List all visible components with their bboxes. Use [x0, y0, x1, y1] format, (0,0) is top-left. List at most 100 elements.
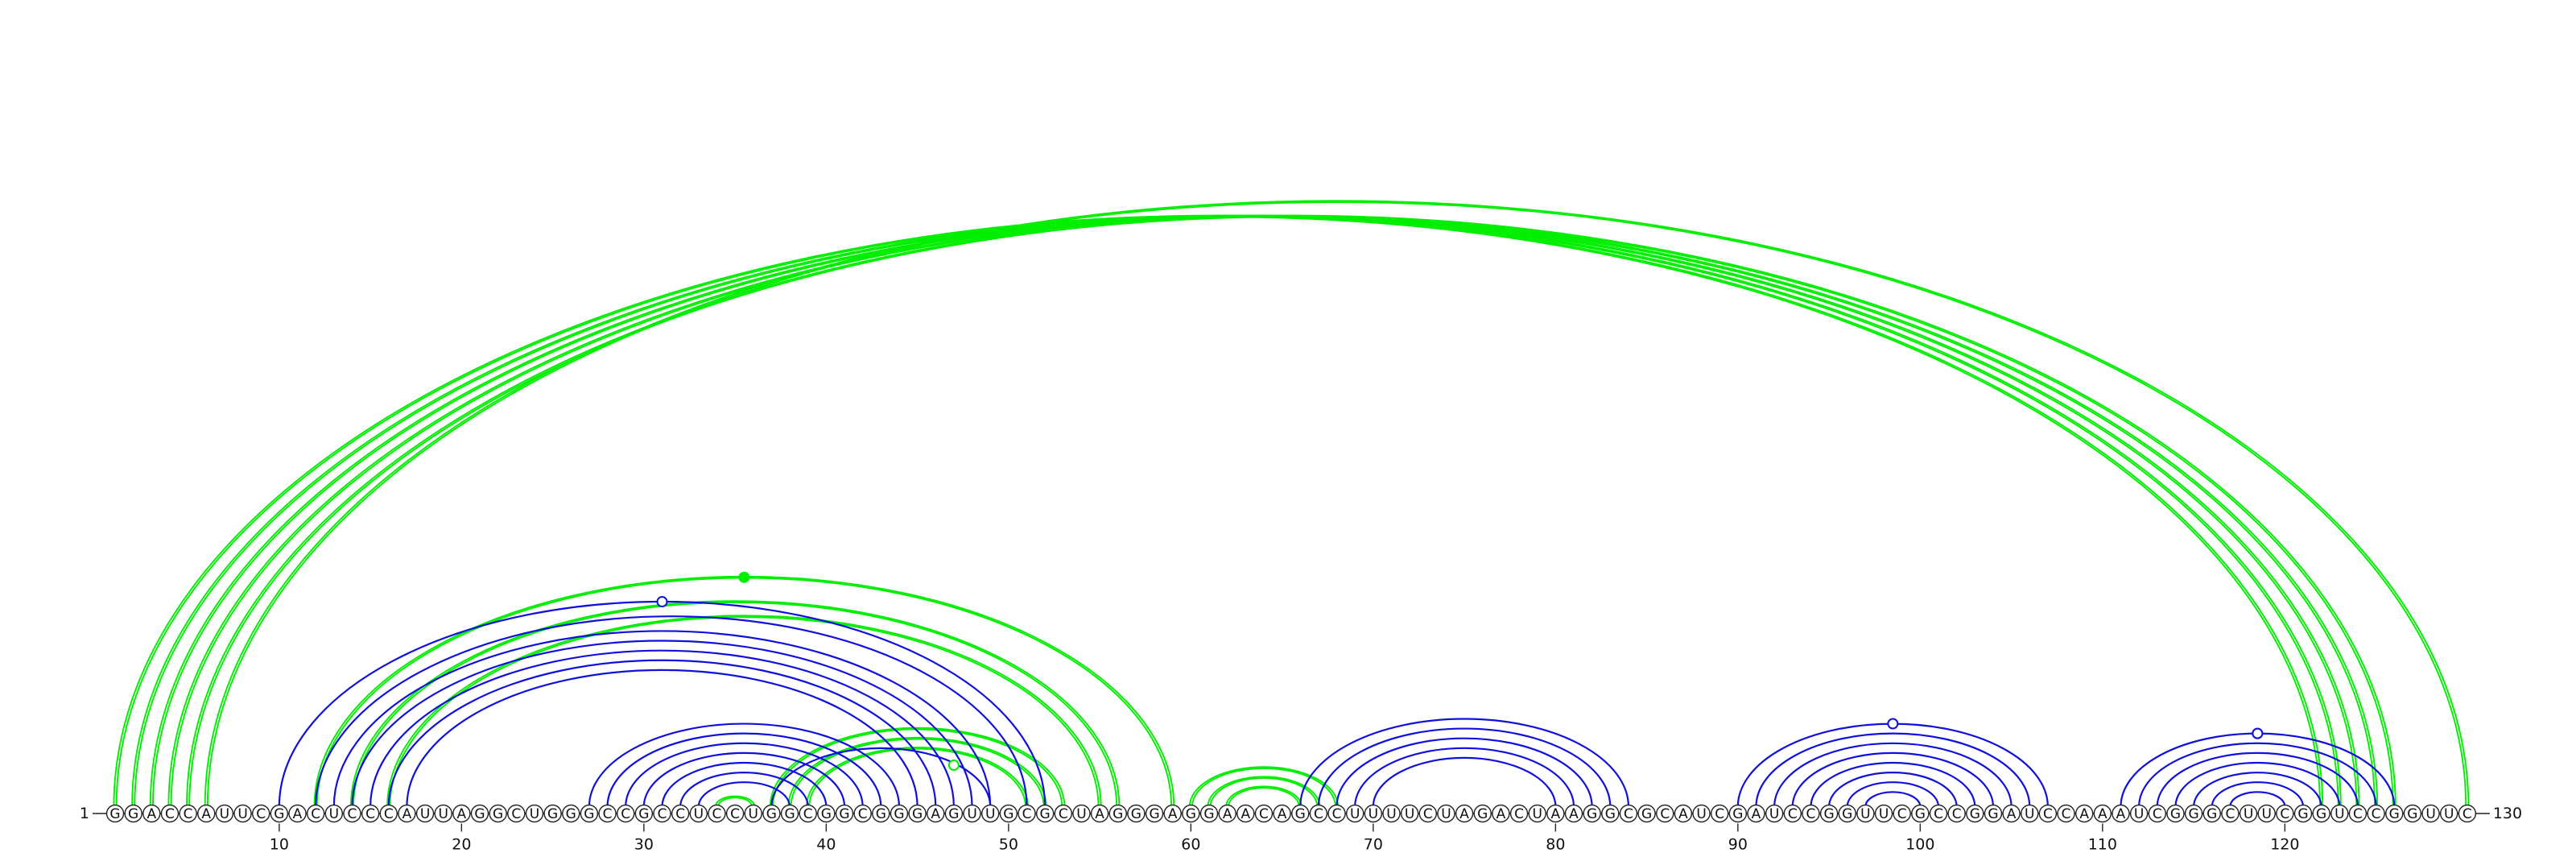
- tick-label-50: 50: [999, 836, 1018, 854]
- tick-label-110: 110: [2088, 836, 2117, 854]
- nucleotide-letter-120: C: [2280, 806, 2289, 822]
- nucleotide-circle-6: [197, 804, 216, 823]
- nucleotide-circle-3: [142, 804, 161, 823]
- nucleotide-circle-121: [2293, 804, 2313, 823]
- nucleotide-circle-5: [179, 804, 197, 823]
- nucleotide-letter-80: A: [1551, 806, 1561, 822]
- nucleotide-letter-81: A: [1569, 806, 1579, 822]
- nucleotide-circle-109: [2074, 804, 2094, 823]
- nucleotide-letter-6: A: [201, 806, 211, 822]
- nucleotide-circle-24: [525, 804, 544, 823]
- nucleotide-circle-33: [689, 804, 708, 823]
- nucleotide-circle-91: [1747, 804, 1765, 823]
- green-arc-5-126: [187, 216, 2396, 807]
- nucleotide-circle-123: [2330, 804, 2349, 823]
- nucleotide-letter-52: G: [1040, 806, 1051, 822]
- nucleotide-circle-9: [252, 804, 270, 823]
- nucleotide-letter-79: U: [1532, 806, 1542, 822]
- nucleotide-circle-65: [1273, 804, 1291, 823]
- nucleotide-circle-107: [2038, 804, 2058, 823]
- blue-arc-16-46: [387, 659, 937, 807]
- nucleotide-circle-27: [580, 804, 599, 823]
- nucleotide-circle-29: [617, 804, 635, 823]
- nucleotide-letter-30: G: [638, 806, 649, 822]
- nucleotide-circle-115: [2184, 804, 2203, 823]
- nucleotide-letter-108: C: [2062, 806, 2071, 822]
- tick-label-30: 30: [634, 836, 654, 854]
- nucleotide-circle-23: [507, 804, 526, 823]
- green-arc-14-56: [353, 601, 1118, 807]
- nucleotide-circle-76: [1473, 804, 1492, 823]
- nucleotide-circle-120: [2276, 804, 2294, 823]
- nucleotide-letter-82: G: [1587, 806, 1597, 822]
- nucleotide-circle-87: [1674, 804, 1693, 823]
- nucleotide-letter-21: G: [474, 806, 485, 822]
- nucleotide-circle-85: [1637, 804, 1656, 823]
- nucleotide-circle-44: [890, 804, 909, 823]
- green-arc-16-55: [386, 615, 1102, 807]
- green-arc-5-126: [188, 216, 2394, 807]
- nucleotide-letter-112: U: [2134, 806, 2144, 822]
- nucleotide-letter-69: U: [1350, 806, 1360, 822]
- nucleotide-circle-114: [2166, 804, 2185, 823]
- nucleotide-letter-39: C: [803, 806, 813, 822]
- nucleotide-letter-19: U: [438, 806, 448, 822]
- blue-arc-30-41: [642, 751, 846, 807]
- nucleotide-letter-86: C: [1660, 806, 1670, 822]
- nucleotide-circle-93: [1783, 804, 1802, 823]
- nucleotide-circle-125: [2367, 804, 2385, 823]
- nucleotide-letter-14: C: [348, 806, 357, 822]
- nucleotide-circle-47: [944, 804, 964, 823]
- nucleotide-circle-106: [2021, 804, 2039, 823]
- nucleotide-letter-105: A: [2007, 806, 2017, 822]
- tick-label-70: 70: [1364, 836, 1383, 854]
- nucleotide-letter-17: A: [402, 806, 412, 822]
- nucleotide-circle-83: [1601, 804, 1620, 823]
- nucleotide-circle-58: [1145, 804, 1164, 823]
- nucleotide-letter-40: G: [821, 806, 832, 822]
- nucleotide-circle-122: [2312, 804, 2330, 823]
- nucleotide-circle-40: [817, 804, 836, 823]
- nucleotide-circle-90: [1728, 804, 1748, 823]
- nucleotide-letter-3: A: [147, 806, 156, 822]
- nucleotide-circle-59: [1163, 804, 1182, 823]
- nucleotide-circle-104: [1984, 804, 2003, 823]
- blue-arc-31-40: [661, 761, 828, 807]
- blue-arc-28-43: [606, 732, 882, 807]
- nucleotide-circle-56: [1108, 804, 1127, 823]
- nucleotide-circle-129: [2439, 804, 2458, 823]
- end-position-label: 130: [2493, 805, 2522, 822]
- nucleotide-letter-35: C: [730, 806, 740, 822]
- nucleotide-circle-51: [1018, 804, 1036, 823]
- nucleotide-letter-23: C: [511, 806, 521, 822]
- nucleotide-circle-52: [1035, 804, 1055, 823]
- nucleotide-circle-14: [343, 804, 361, 823]
- nucleotide-circle-7: [215, 804, 234, 823]
- nucleotide-circle-105: [2002, 804, 2021, 823]
- blue-arc-114-123: [2174, 761, 2341, 807]
- nucleotide-letter-113: C: [2153, 806, 2162, 822]
- nucleotide-letter-119: U: [2261, 806, 2271, 822]
- nucleotide-circle-16: [379, 804, 398, 823]
- nucleotide-letter-98: U: [1879, 806, 1889, 822]
- nucleotide-letter-106: U: [2025, 806, 2034, 822]
- nucleotide-circle-25: [543, 804, 562, 823]
- blue-arc-67-83: [1317, 727, 1612, 807]
- nucleotide-circle-126: [2385, 804, 2404, 823]
- green-arc-62-66: [1228, 787, 1300, 807]
- nucleotide-circle-64: [1254, 804, 1274, 823]
- nucleotide-letter-92: U: [1769, 806, 1779, 822]
- nucleotide-letter-127: G: [2407, 806, 2417, 822]
- green-arc-34-36: [717, 797, 753, 807]
- green-arc-3-124: [151, 216, 2358, 807]
- nucleotide-letter-74: U: [1441, 806, 1451, 822]
- tick-label-100: 100: [1905, 836, 1934, 854]
- nucleotide-letter-42: C: [858, 806, 868, 822]
- nucleotide-letter-89: C: [1715, 806, 1724, 822]
- nucleotide-letter-7: U: [220, 806, 229, 822]
- nucleotide-circle-108: [2057, 804, 2075, 823]
- nucleotide-circle-74: [1437, 804, 1455, 823]
- nucleotide-letter-100: G: [1915, 806, 1926, 822]
- nucleotide-circle-66: [1291, 804, 1310, 823]
